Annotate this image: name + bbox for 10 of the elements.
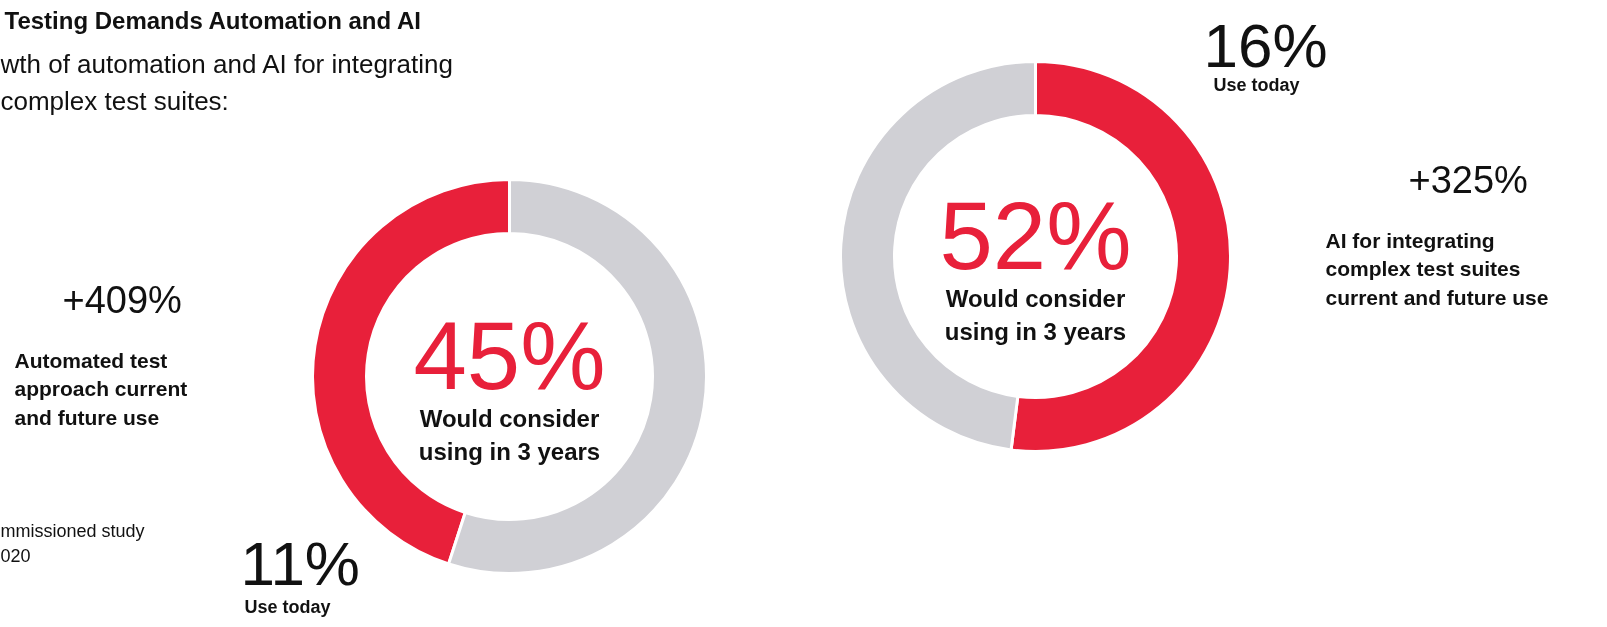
text: +325%: [1408, 158, 1528, 201]
text: mmissioned study 020: [0, 520, 145, 566]
text: +409%: [62, 278, 182, 321]
text: Use today: [244, 596, 331, 617]
text: Automated test approach current and future use: [14, 348, 188, 429]
chart-subtitle: wth of automation and AI for integrating complex test suites:: [0, 48, 453, 116]
chart-title: Testing Demands Automation and AI: [4, 6, 421, 34]
text: Use today: [1213, 74, 1300, 95]
text: 11%: [240, 528, 360, 598]
text: AI for integrating complex test suites current and future use: [1325, 228, 1549, 309]
